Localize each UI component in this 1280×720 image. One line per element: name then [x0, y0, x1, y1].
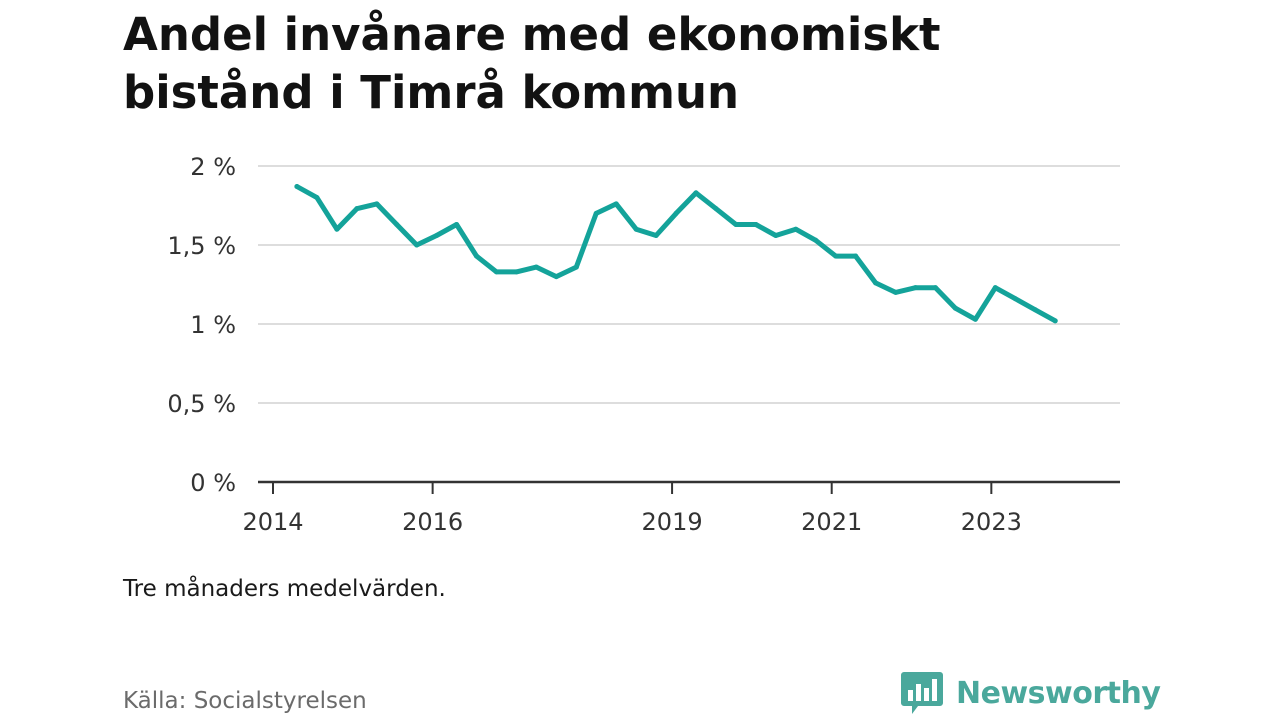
data-point [474, 253, 480, 259]
gridlines [258, 165, 1120, 404]
series-layer [294, 184, 1058, 324]
x-tick-label: 2016 [402, 508, 463, 536]
data-point [693, 190, 699, 196]
data-point [713, 206, 719, 212]
x-tick-label: 2021 [801, 508, 862, 536]
data-point [633, 226, 639, 232]
data-point [354, 206, 360, 212]
x-tick-label: 2023 [961, 508, 1022, 536]
x-axis-labels: 2014 2016 2019 2021 2023 [242, 508, 1021, 536]
data-point [613, 201, 619, 207]
chart-note: Tre månaders medelvärden. [123, 576, 446, 602]
data-point [334, 226, 340, 232]
data-point [992, 285, 998, 291]
x-tick-label: 2014 [242, 508, 303, 536]
data-point [493, 269, 499, 275]
data-point [932, 285, 938, 291]
data-point [913, 285, 919, 291]
data-point [1052, 318, 1058, 324]
data-point [793, 226, 799, 232]
data-point [1032, 307, 1038, 313]
newsworthy-logo: Newsworthy [900, 670, 1161, 716]
x-axis [258, 480, 1120, 494]
data-point [314, 195, 320, 201]
data-point [593, 210, 599, 216]
y-tick-label: 1,5 % [167, 232, 236, 260]
y-tick-label: 1 % [190, 311, 236, 339]
data-point [1012, 296, 1018, 302]
data-point [972, 316, 978, 322]
bar-chart-speech-icon [901, 672, 943, 714]
brand-name: Newsworthy [956, 675, 1161, 711]
y-tick-label: 2 % [190, 153, 236, 181]
data-point [773, 233, 779, 239]
data-point [893, 289, 899, 295]
data-point [513, 269, 519, 275]
x-tick-label: 2019 [642, 508, 703, 536]
data-point [374, 201, 380, 207]
data-point [653, 233, 659, 239]
y-tick-label: 0 % [190, 469, 236, 497]
data-point [454, 221, 460, 227]
line-chart: 0 % 0,5 % 1 % 1,5 % 2 % 2014 2016 2019 2021 2023 [167, 153, 1120, 536]
data-point [533, 264, 539, 270]
data-point [553, 274, 559, 280]
chart-title: Andel invånare med ekonomiskt bistånd i … [123, 8, 941, 119]
source-credit: Källa: Socialstyrelsen [123, 688, 367, 714]
series-line [294, 184, 1058, 324]
data-point [573, 264, 579, 270]
data-point [853, 253, 859, 259]
data-point [873, 280, 879, 286]
data-point [952, 305, 958, 311]
data-point [434, 233, 440, 239]
data-point [733, 221, 739, 227]
data-point [414, 242, 420, 248]
data-point [833, 253, 839, 259]
data-point [294, 184, 300, 190]
y-tick-label: 0,5 % [167, 390, 236, 418]
y-axis-labels: 0 % 0,5 % 1 % 1,5 % 2 % [167, 153, 236, 497]
data-point [813, 237, 819, 243]
data-point [753, 221, 759, 227]
data-point [673, 210, 679, 216]
data-point [394, 221, 400, 227]
